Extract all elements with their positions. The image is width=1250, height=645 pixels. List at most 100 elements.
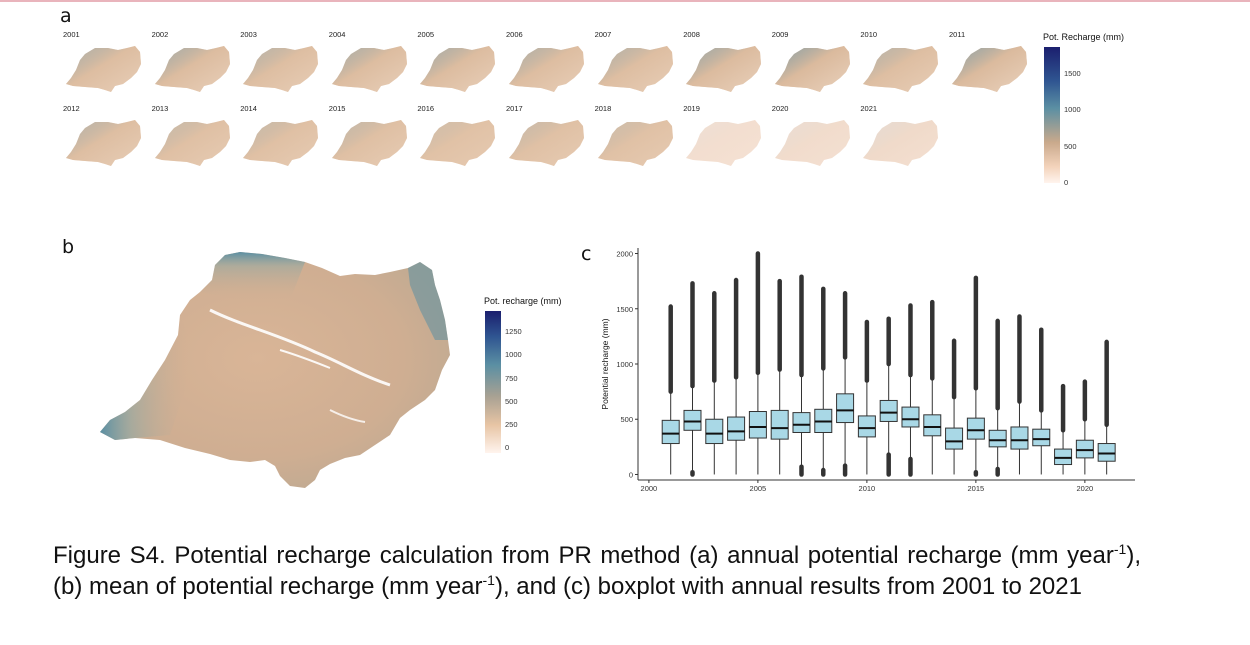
caption-sup1: -1 xyxy=(1113,541,1127,557)
year-label-2021: 2021 xyxy=(860,104,878,113)
annual-map-2015 xyxy=(331,120,407,166)
annual-map-2003 xyxy=(243,46,319,92)
year-label-2009: 2009 xyxy=(771,30,789,39)
legend-b-title: Pot. recharge (mm) xyxy=(484,296,562,306)
year-label-2014: 2014 xyxy=(240,104,257,113)
annual-map-2009 xyxy=(774,46,850,92)
caption-part1: Figure S4. Potential recharge calculatio… xyxy=(53,542,1114,569)
y-tick-label: 1500 xyxy=(616,305,633,314)
year-label-2005: 2005 xyxy=(417,30,435,39)
page-top-border xyxy=(0,0,1250,2)
box-2001 xyxy=(661,419,680,445)
legend-b-tick: 500 xyxy=(505,397,518,406)
year-label-2015: 2015 xyxy=(328,104,346,113)
year-label-2010: 2010 xyxy=(860,30,878,39)
box-2018 xyxy=(1032,428,1051,447)
year-label-2016: 2016 xyxy=(417,104,435,113)
annual-map-2001 xyxy=(66,46,141,92)
annual-map-2012 xyxy=(66,120,141,166)
legend-b-tick: 750 xyxy=(505,374,518,383)
box-2020 xyxy=(1075,439,1094,459)
annual-map-2019 xyxy=(686,120,762,166)
box-2004 xyxy=(727,416,746,441)
caption-part2: ), (b) mean of potential recharge (mm ye… xyxy=(53,542,1141,600)
year-label-2012: 2012 xyxy=(63,104,80,113)
caption-part3: ), and (c) boxplot with annual results f… xyxy=(494,573,1082,600)
legend-a-tick: 1500 xyxy=(1064,69,1081,78)
year-label-2003: 2003 xyxy=(240,30,257,39)
legend-b-tick: 1250 xyxy=(505,327,522,336)
year-label-2007: 2007 xyxy=(594,30,612,39)
legend-a-tick: 0 xyxy=(1064,178,1069,187)
box-2019 xyxy=(1054,448,1073,466)
legend-a-tick: 500 xyxy=(1064,142,1077,151)
legend-b-tick: 1000 xyxy=(505,350,522,359)
box-2007 xyxy=(792,412,811,433)
mean-recharge-map xyxy=(100,252,450,488)
year-label-2017: 2017 xyxy=(506,104,523,113)
x-tick-label: 2005 xyxy=(750,484,767,493)
boxplot-chart: 0 500 1000 1500 2000 2000 2005 2010 2015 2020 Pote… xyxy=(600,248,1135,493)
panel-b-letter: b xyxy=(62,236,75,258)
box-2011 xyxy=(879,399,898,422)
year-label-2002: 2002 xyxy=(151,30,169,39)
panel-a-letter: a xyxy=(60,5,72,27)
box-2014 xyxy=(945,427,964,450)
y-tick-label: 2000 xyxy=(616,250,633,259)
annual-map-2006 xyxy=(509,46,584,92)
annual-map-2016 xyxy=(420,120,496,166)
annual-map-2013 xyxy=(154,120,230,166)
box-2017 xyxy=(1010,426,1029,450)
year-label-2001: 2001 xyxy=(63,30,80,39)
x-tick-label: 2010 xyxy=(859,484,876,493)
state-shape xyxy=(100,252,450,488)
annual-map-2008 xyxy=(686,46,762,92)
year-label-2011: 2011 xyxy=(949,30,966,39)
annual-map-2002 xyxy=(154,46,230,92)
box-2012 xyxy=(901,406,920,428)
year-label-2020: 2020 xyxy=(771,104,789,113)
legend-a-tick: 1000 xyxy=(1064,105,1081,114)
annual-map-2010 xyxy=(863,46,939,92)
y-tick-label: 500 xyxy=(620,415,633,424)
legend-b-colorbar xyxy=(485,311,501,453)
x-tick-label: 2020 xyxy=(1077,484,1094,493)
annual-map-2011 xyxy=(952,46,1027,92)
box-2005 xyxy=(748,411,767,439)
panel-c-letter: c xyxy=(581,243,592,265)
y-axis-title: Potential recharge (mm) xyxy=(600,318,610,409)
figure-caption: Figure S4. Potential recharge calculatio… xyxy=(53,540,1141,602)
annual-map-2007 xyxy=(597,46,673,92)
x-tick-label: 2015 xyxy=(968,484,985,493)
annual-map-2021 xyxy=(863,120,939,166)
y-tick-label: 1000 xyxy=(616,360,633,369)
annual-map-2014 xyxy=(243,120,319,166)
box-2015 xyxy=(966,417,985,440)
box-2016 xyxy=(988,429,1007,448)
annual-map-2018 xyxy=(597,120,673,166)
year-label-2018: 2018 xyxy=(594,104,612,113)
year-label-2006: 2006 xyxy=(506,30,523,39)
year-label-2008: 2008 xyxy=(683,30,700,39)
box-2006 xyxy=(770,409,789,440)
year-label-2004: 2004 xyxy=(328,30,346,39)
box-2010 xyxy=(857,415,876,438)
annual-map-2004 xyxy=(331,46,407,92)
annual-map-2020 xyxy=(774,120,850,166)
box-2003 xyxy=(705,418,724,445)
caption-sup2: -1 xyxy=(482,572,495,588)
box-2009 xyxy=(836,393,855,424)
legend-b-tick: 0 xyxy=(505,443,510,452)
box-2002 xyxy=(683,409,702,431)
year-label-2019: 2019 xyxy=(683,104,700,113)
legend-a-title: Pot. Recharge (mm) xyxy=(1043,32,1125,42)
x-tick-label: 2000 xyxy=(641,484,658,493)
box-2013 xyxy=(923,414,942,437)
year-label-2013: 2013 xyxy=(151,104,169,113)
annual-map-2017 xyxy=(509,120,584,166)
annual-map-2005 xyxy=(420,46,496,92)
legend-b-tick: 250 xyxy=(505,420,518,429)
box-2021 xyxy=(1097,443,1116,462)
y-tick-label: 0 xyxy=(629,470,633,479)
legend-a-colorbar xyxy=(1044,47,1060,183)
